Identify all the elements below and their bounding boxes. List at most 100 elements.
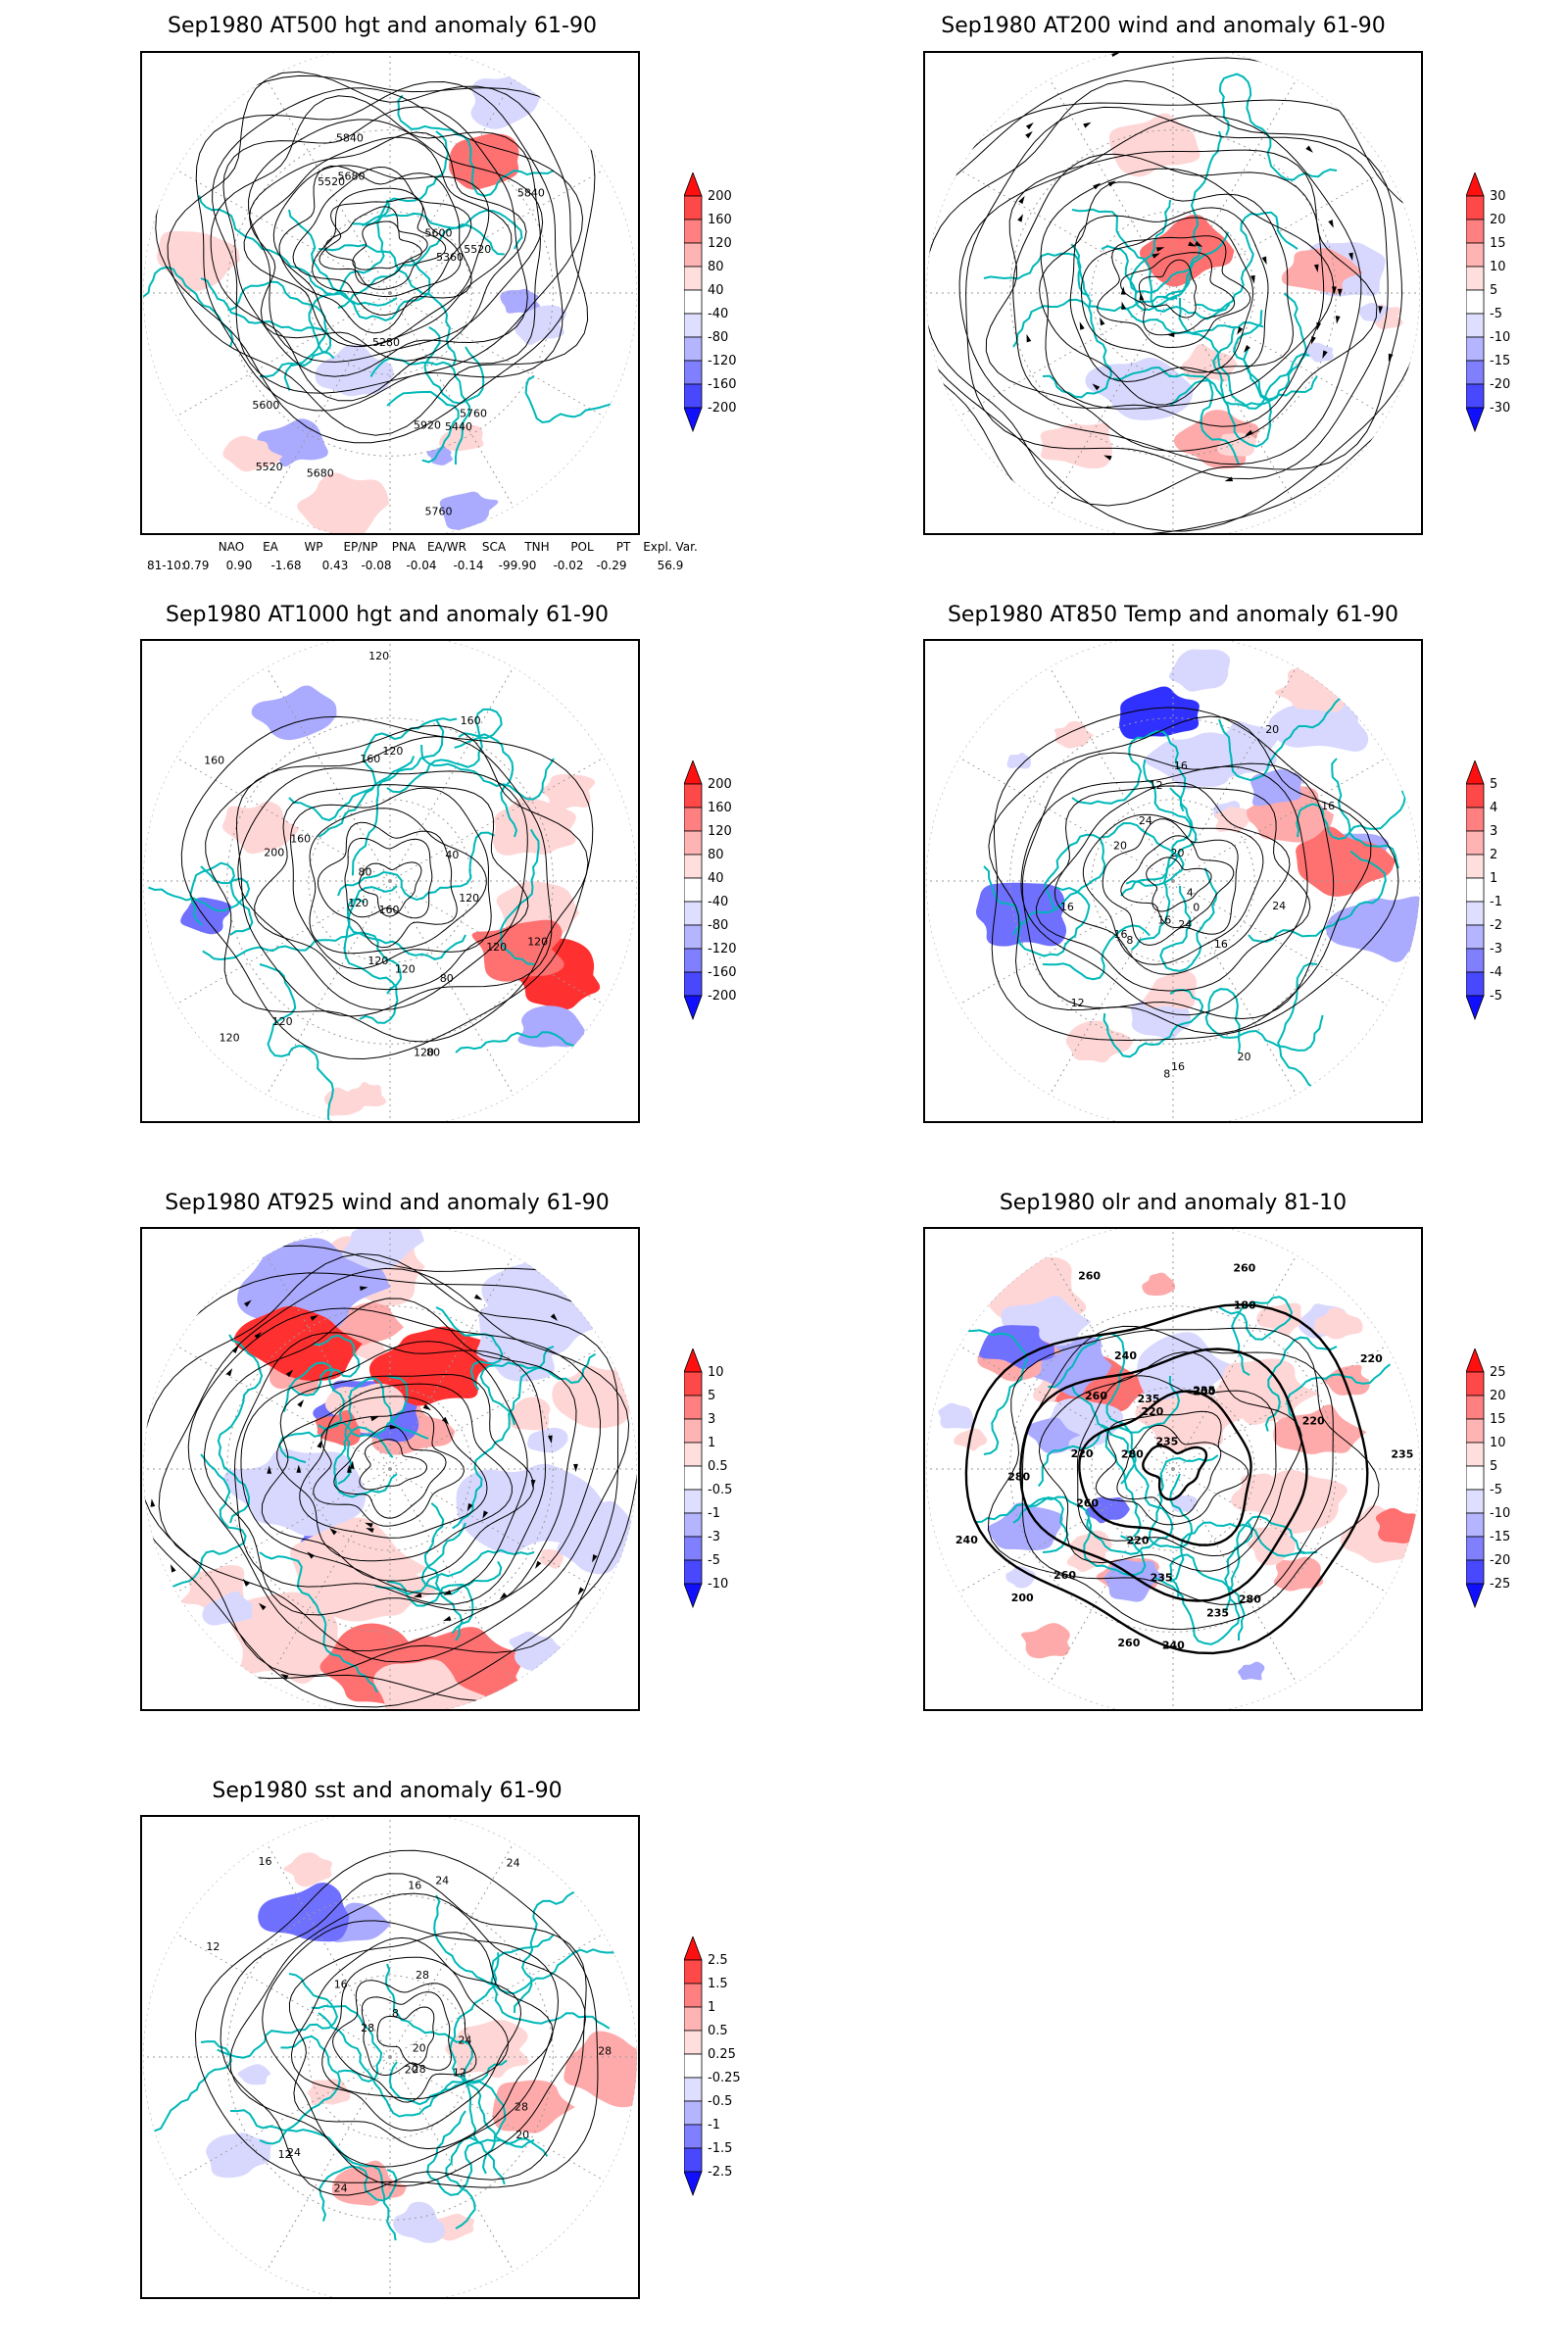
contour-line [333,1425,447,1519]
streamline-arrow [297,1399,305,1408]
meridian [389,169,605,294]
contour-line [261,1373,534,1582]
polar-map [143,1229,637,1709]
colorbar-label: -4 [1490,965,1502,980]
contour-label: 80 [426,1046,440,1058]
coastline [397,94,555,197]
colorbar-swatch [1465,360,1485,385]
coastline [1212,328,1272,448]
contour-label: 120 [272,1015,293,1028]
streamline-arrow [317,1440,322,1448]
negative-anomaly [223,1448,368,1537]
index-value: 0.43 [321,559,349,572]
contour-line [262,1920,560,2168]
positive-anomaly [373,1659,486,1709]
contour-line [248,119,544,363]
coastline [217,1334,264,1524]
streamline-arrow [441,1416,450,1425]
colorbar-label: -120 [708,942,737,956]
panel-title: Sep1980 olr and anomaly 81-10 [999,1191,1348,1215]
coastline [445,2136,506,2230]
contour-label: 12 [278,2148,292,2161]
colorbar-swatch [1465,948,1485,973]
contour-line [240,1341,528,1595]
colorbar-label: -0.25 [708,2071,741,2085]
map-content: 28 28 24 28 24 20 16 12 20 24 16 12 8 16 12 20 24 28 28 24 [143,1817,637,2297]
streamline-arrow [1310,336,1316,345]
positive-anomaly [445,2020,529,2079]
contour-label: 260 [1117,1637,1140,1649]
polar-map: 28 28 24 28 24 20 16 12 20 24 16 12 8 16 12 20 24 28 28 24 [143,1817,637,2297]
coastline [974,1496,1069,1553]
coastline [189,861,254,936]
colorbar-label: 20 [1490,213,1506,227]
coastline [369,357,471,466]
panel-title: Sep1980 AT925 wind and anomaly 61-90 [165,1191,610,1215]
contour-line [1021,1325,1334,1605]
colorbar-cap-max [683,1347,703,1373]
colorbar-cap-min [1465,995,1485,1021]
meridian [389,1345,605,1470]
contour-label: 220 [1360,1352,1383,1365]
colorbar-label: 30 [1490,189,1506,204]
colorbar-swatch [683,219,703,244]
contour-label: 200 [264,846,284,858]
coastline [318,717,458,838]
contour-line [195,80,564,412]
contour-label: 28 [416,1969,429,1982]
colorbar-swatches [683,171,703,433]
streamline-arrow [267,1465,272,1474]
streamline-arrow [1120,286,1126,295]
contour-label: 16 [1214,938,1228,951]
contour-label: 40 [445,849,459,861]
colorbar: 5 4 3 2 1 -1 -2 -3 -4 -5 [1465,759,1525,1027]
contour-label: 20 [1238,1051,1251,1063]
coastline [423,1502,464,1642]
colorbar-swatch [683,1418,703,1444]
positive-anomaly [1273,1404,1367,1454]
coastline [1196,211,1298,313]
streamline-arrow [1245,429,1253,436]
negative-anomaly [517,1005,585,1048]
streamline-arrow [1261,256,1267,266]
streamline-arrow [389,1424,399,1430]
map-content [143,1229,637,1709]
coastline [458,732,518,838]
index-value: -0.08 [361,559,392,572]
contour-line [359,861,422,917]
index-header: SCA [481,540,507,554]
colorbar-swatch [683,924,703,950]
coastline [524,375,637,424]
contour-label: 260 [1078,1270,1101,1283]
meridian [389,1468,605,1593]
contour-label: 12 [1071,997,1085,1009]
coastline [1296,790,1406,841]
positive-anomaly [1065,1020,1134,1063]
colorbar-swatch [683,877,703,903]
colorbar-cap-max [683,171,703,197]
latitude-circle [1009,717,1337,1045]
colorbar-swatch [1465,783,1485,808]
latitude-circle [1091,211,1255,375]
panel-title: Sep1980 AT1000 hgt and anomaly 61-90 [166,603,609,627]
colorbar: 200 160 120 80 40 -40 -80 -120 -160 -200 [683,171,743,439]
colorbar-swatch [683,2006,703,2032]
index-header: POL [570,540,594,554]
contour-label: 16 [259,1855,272,1868]
streamline-arrow [280,1674,289,1680]
coastline [202,931,403,995]
contour-label: 160 [290,832,311,845]
streamline-arrow [992,112,1001,120]
colorbar-label: -40 [708,307,729,321]
streamline-arrow [482,1510,489,1519]
coastline [1042,924,1151,981]
streamline-arrow [1224,476,1234,482]
colorbar-label: -40 [708,895,729,909]
contour-line [926,79,1403,507]
contour-label: 220 [1141,1405,1163,1418]
colorbar-cap-max [1465,759,1485,785]
streamline-arrow [1188,241,1197,247]
coastline [148,865,251,912]
index-value: 56.9 [657,559,684,572]
negative-anomaly [1006,753,1032,769]
